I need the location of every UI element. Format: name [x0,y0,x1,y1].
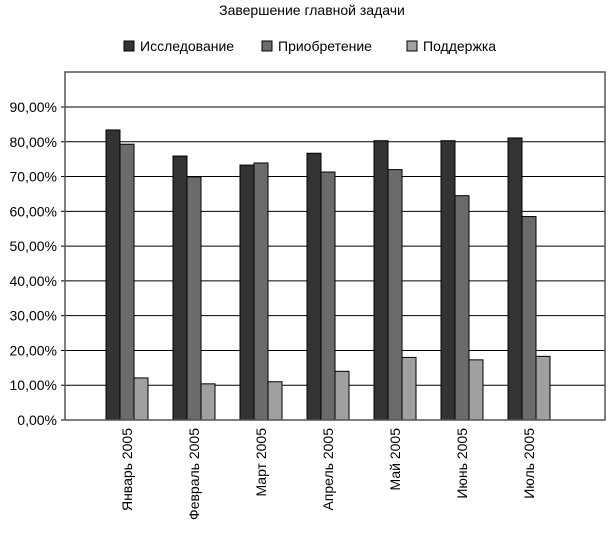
y-tick-label: 60,00% [10,203,57,219]
y-tick-label: 40,00% [10,273,57,289]
x-tick-label: Февраль 2005 [186,428,202,520]
bar [401,356,417,421]
bar [267,381,283,421]
legend-label: Исследование [140,38,234,54]
y-tick-label: 50,00% [10,238,57,254]
legend-swatch [261,40,273,52]
legend-label: Приобретение [278,38,372,54]
y-tick-label: 0,00% [17,412,57,428]
bar [105,129,121,421]
bars [105,129,551,421]
x-tick-label: Январь 2005 [119,428,135,511]
bar [186,176,202,421]
x-axis-ticks: Январь 2005 Февраль 2005 Март 2005 Апрель 2… [119,428,537,520]
y-tick-label: 80,00% [10,134,57,150]
y-axis-ticks: 0,00% 10,00% 20,00% 30,00% 40,00% 50,00% 60,00… [10,99,65,428]
y-tick-label: 70,00% [10,169,57,185]
plot-area-border [64,71,606,421]
y-tick-label: 30,00% [10,308,57,324]
bar [440,140,456,421]
chart-title: Завершение главной задачи [219,2,405,18]
bar [454,195,470,421]
bar [468,359,484,421]
y-tick-label: 20,00% [10,342,57,358]
legend: Исследование Приобретение Поддержка [123,38,496,54]
bar [133,377,149,421]
bar [507,137,523,421]
y-tick-label: 10,00% [10,377,57,393]
bar [535,355,551,421]
x-tick-label: Май 2005 [387,428,403,491]
bar [306,152,322,421]
legend-swatch [123,40,135,52]
y-tick-label: 90,00% [10,99,57,115]
bar [320,171,336,421]
bar [334,370,350,421]
bar [119,143,135,421]
bar [253,162,269,421]
legend-swatch [406,40,418,52]
bar [521,216,537,421]
bar [172,155,188,421]
bar [387,169,403,421]
bar [200,383,216,421]
x-tick-label: Март 2005 [253,428,269,497]
bar [373,140,389,421]
x-tick-label: Июль 2005 [521,428,537,499]
x-tick-label: Июнь 2005 [454,428,470,499]
x-tick-label: Апрель 2005 [320,428,336,511]
bar [239,164,255,421]
legend-label: Поддержка [423,38,496,54]
